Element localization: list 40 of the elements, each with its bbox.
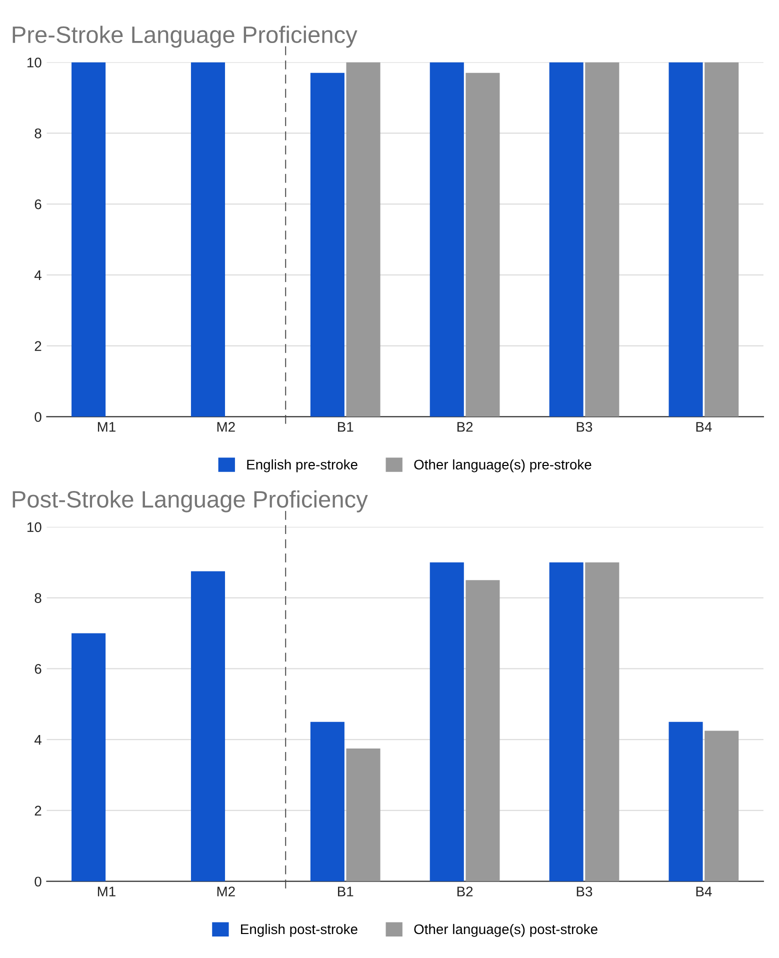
bar bbox=[466, 580, 500, 882]
x-tick-label: B4 bbox=[696, 886, 712, 896]
x-tick-label: B2 bbox=[457, 422, 473, 432]
bar bbox=[585, 562, 620, 882]
legend-label: Other language(s) post-stroke bbox=[414, 924, 598, 937]
x-tick-label: M1 bbox=[98, 422, 116, 432]
legend-label: English post-stroke bbox=[241, 924, 358, 937]
y-tick-label: 0 bbox=[34, 876, 42, 887]
bar bbox=[190, 571, 226, 882]
y-tick-label: 2 bbox=[34, 806, 42, 816]
y-tick-label: 8 bbox=[34, 593, 42, 603]
x-tick-label: M2 bbox=[217, 422, 235, 432]
bar bbox=[668, 722, 703, 882]
y-tick-label: 6 bbox=[34, 664, 42, 674]
x-tick-label: B2 bbox=[457, 886, 473, 896]
chart-title: Post-Stroke Language Proficiency bbox=[12, 490, 368, 512]
bar bbox=[549, 562, 584, 882]
x-tick-label: B3 bbox=[576, 422, 592, 432]
chart-title: Pre-Stroke Language Proficiency bbox=[12, 26, 358, 48]
x-tick-label: M2 bbox=[217, 886, 235, 896]
y-tick-label: 0 bbox=[34, 412, 42, 422]
bar bbox=[310, 722, 344, 882]
bar bbox=[346, 748, 380, 882]
y-tick-label: 4 bbox=[34, 735, 42, 745]
bar bbox=[704, 730, 739, 882]
bar bbox=[72, 633, 106, 882]
y-tick-label: 4 bbox=[34, 270, 42, 280]
bar bbox=[430, 562, 464, 882]
y-tick-label: 8 bbox=[34, 128, 42, 138]
x-tick-label: B1 bbox=[338, 422, 354, 432]
x-tick-label: B4 bbox=[696, 422, 712, 432]
y-tick-label: 10 bbox=[27, 58, 42, 68]
x-tick-label: B3 bbox=[576, 886, 592, 896]
x-tick-label: B1 bbox=[338, 886, 354, 896]
y-tick-label: 10 bbox=[27, 522, 42, 532]
x-tick-label: M1 bbox=[98, 886, 116, 896]
legend-label: Other language(s) pre-stroke bbox=[414, 459, 592, 472]
y-tick-label: 2 bbox=[34, 341, 42, 351]
y-tick-label: 6 bbox=[34, 199, 42, 210]
legend-label: English pre-stroke bbox=[247, 459, 358, 472]
